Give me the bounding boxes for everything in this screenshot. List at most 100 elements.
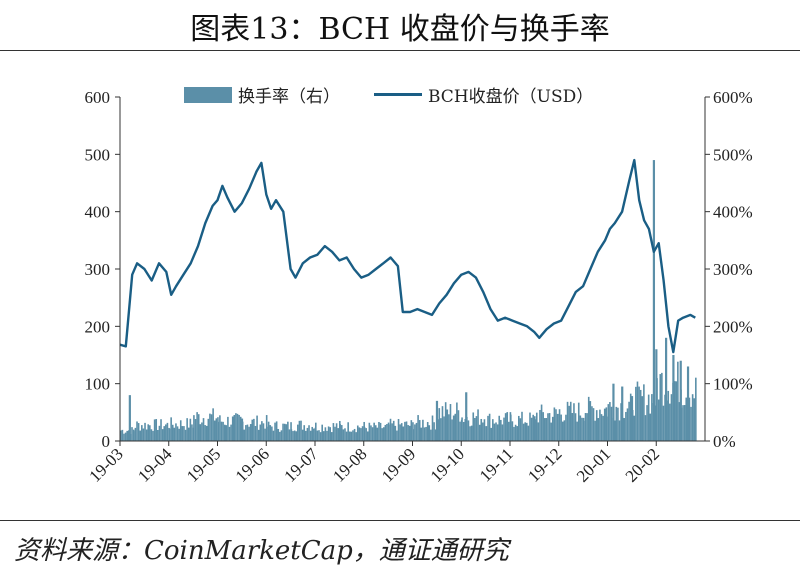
- turnover-bar: [335, 423, 338, 441]
- turnover-bar: [363, 426, 366, 441]
- x-tick-label: 19-10: [427, 444, 468, 485]
- turnover-bar: [259, 424, 262, 441]
- turnover-spike: [652, 160, 656, 442]
- turnover-bar: [586, 413, 588, 441]
- turnover-bar: [318, 430, 320, 441]
- y-right-tick-label: 200%: [713, 317, 753, 336]
- turnover-bar: [670, 394, 673, 441]
- turnover-bar: [309, 430, 312, 441]
- turnover-bar: [441, 406, 444, 441]
- turnover-bar: [295, 431, 298, 441]
- turnover-bar: [199, 424, 202, 441]
- turnover-bar: [569, 401, 572, 441]
- turnover-bar: [201, 422, 203, 441]
- turnover-bar: [516, 426, 518, 441]
- turnover-bar: [629, 393, 632, 441]
- y-left-tick-label: 600: [85, 88, 111, 107]
- turnover-bar: [381, 428, 383, 441]
- turnover-bar: [168, 428, 171, 441]
- turnover-bar: [503, 417, 505, 441]
- turnover-bar: [587, 396, 590, 441]
- turnover-bar: [597, 418, 600, 441]
- turnover-bar: [626, 408, 629, 441]
- turnover-bar: [444, 402, 447, 441]
- turnover-bar: [205, 425, 208, 441]
- turnover-bar: [178, 428, 180, 441]
- turnover-bar: [603, 408, 606, 441]
- turnover-bar: [236, 413, 239, 441]
- turnover-bar: [683, 405, 686, 441]
- turnover-bar: [506, 412, 509, 441]
- turnover-bar: [285, 424, 288, 441]
- turnover-bar: [566, 401, 569, 441]
- turnover-bar: [321, 424, 323, 441]
- turnover-bar: [275, 421, 278, 441]
- turnover-bar: [451, 419, 453, 441]
- turnover-bar: [412, 429, 415, 441]
- turnover-bar: [631, 410, 634, 441]
- turnover-bar: [163, 426, 166, 441]
- turnover-bar: [277, 428, 280, 441]
- turnover-bar: [490, 427, 493, 441]
- turnover-bar: [227, 416, 229, 441]
- turnover-bar: [407, 425, 409, 441]
- turnover-bar: [399, 424, 401, 441]
- turnover-bar: [366, 431, 369, 441]
- turnover-bar: [209, 413, 211, 441]
- turnover-bar: [556, 413, 559, 441]
- y-right-tick-label: 500%: [713, 145, 753, 164]
- turnover-bar: [384, 424, 387, 441]
- turnover-bar: [340, 425, 343, 441]
- turnover-bar: [635, 386, 637, 441]
- turnover-bar: [600, 414, 603, 441]
- turnover-bar: [610, 406, 613, 441]
- turnover-bar: [477, 409, 479, 441]
- turnover-bar: [305, 430, 307, 441]
- turnover-bar: [220, 421, 223, 441]
- turnover-bar: [521, 411, 523, 441]
- turnover-bar: [231, 416, 234, 441]
- turnover-bar: [313, 428, 315, 441]
- legend-swatch-turnover: [184, 86, 232, 103]
- turnover-bar: [388, 424, 390, 441]
- turnover-bar: [358, 427, 361, 441]
- turnover-bars: [120, 160, 697, 442]
- turnover-bar: [688, 397, 691, 441]
- y-right-tick-label: 600%: [713, 88, 753, 107]
- turnover-bar: [420, 427, 423, 441]
- turnover-bar: [647, 394, 650, 441]
- turnover-bar: [602, 415, 604, 441]
- turnover-bar: [641, 396, 644, 441]
- turnover-bar: [213, 420, 216, 441]
- turnover-bar: [459, 421, 461, 441]
- turnover-bar: [166, 422, 169, 441]
- x-tick-label: 20-02: [622, 444, 663, 485]
- turnover-bar: [332, 423, 335, 441]
- turnover-bar: [361, 426, 364, 441]
- turnover-bar: [230, 424, 232, 441]
- legend-swatch-price: [374, 93, 422, 96]
- title-rule: [0, 50, 800, 51]
- turnover-bar: [241, 421, 244, 441]
- turnover-spike: [672, 355, 675, 441]
- turnover-bar: [261, 421, 263, 441]
- turnover-bar: [187, 427, 190, 441]
- turnover-bar: [410, 420, 413, 441]
- turnover-bar: [352, 430, 354, 441]
- turnover-bar: [345, 431, 348, 441]
- turnover-bar: [292, 431, 294, 441]
- turnover-bar: [248, 426, 250, 441]
- turnover-bar: [371, 427, 374, 441]
- x-tick-label: 19-06: [232, 444, 273, 485]
- turnover-bar: [219, 415, 221, 441]
- turnover-bar: [534, 419, 536, 441]
- turnover-bar: [311, 426, 314, 441]
- turnover-bar: [628, 401, 630, 441]
- turnover-bar: [551, 416, 554, 441]
- turnover-bar: [396, 430, 398, 441]
- turnover-bar: [599, 409, 601, 441]
- turnover-bar: [131, 427, 133, 441]
- turnover-bar: [522, 423, 525, 441]
- turnover-bar: [638, 386, 640, 441]
- x-tick-label: 19-03: [85, 444, 126, 485]
